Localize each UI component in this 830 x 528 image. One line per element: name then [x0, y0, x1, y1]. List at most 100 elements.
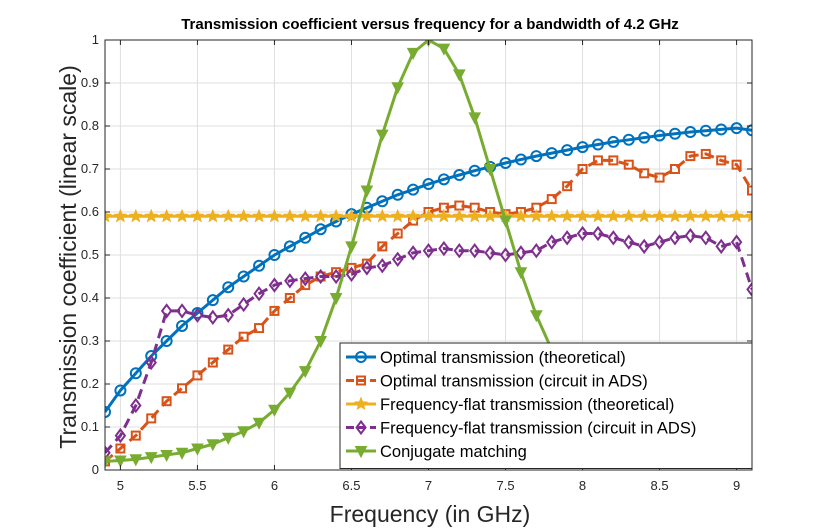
series-5-point — [283, 387, 297, 400]
x-tick-label: 5.5 — [188, 478, 206, 493]
series-2-point — [177, 383, 188, 394]
series-3-point — [652, 208, 667, 223]
y-tick-label: 0.6 — [81, 204, 99, 219]
series-3-point — [590, 208, 606, 223]
series-3-point — [113, 208, 128, 223]
series-1-point — [453, 169, 466, 182]
series-1-point — [129, 367, 142, 380]
series-2-line — [105, 152, 752, 463]
series-4-point — [345, 266, 358, 283]
series-1-point — [253, 259, 266, 272]
series-2-point — [269, 305, 280, 316]
series-3-point — [344, 208, 359, 223]
series-4-point — [592, 225, 604, 242]
series-2-point — [700, 148, 711, 159]
series-1-point — [545, 147, 558, 160]
series-2-point — [731, 159, 742, 170]
y-tick-label: 0.2 — [81, 376, 99, 391]
series-1-point — [222, 281, 235, 294]
series-4-point — [468, 243, 481, 259]
series-5-point — [530, 310, 543, 323]
x-tick-label: 7 — [425, 478, 432, 493]
series-4-line — [105, 232, 752, 454]
series-5-point — [314, 336, 327, 349]
series-5-point — [437, 43, 451, 56]
series-1-point — [422, 178, 435, 191]
series-3-point — [667, 208, 683, 223]
series-1-point — [160, 335, 173, 347]
series-5-point — [114, 455, 127, 468]
series-1-point — [468, 164, 481, 177]
series-2-point — [377, 241, 388, 252]
series-2-point — [608, 155, 619, 166]
series-4-point — [330, 268, 342, 285]
series-1-point — [105, 405, 111, 418]
series-3-point — [451, 208, 467, 223]
series-1-point — [206, 294, 219, 307]
series-3-point — [236, 208, 251, 223]
y-tick-label: 1 — [92, 32, 99, 47]
series-5-point — [175, 447, 189, 460]
series-5-point — [129, 454, 143, 467]
series-4-point — [576, 225, 589, 242]
series-2-point — [192, 370, 203, 381]
series-4-point — [438, 240, 450, 257]
series-2-point — [115, 443, 126, 454]
x-tick-label: 7.5 — [496, 478, 514, 493]
x-tick-label: 9 — [733, 478, 740, 493]
series-5-point — [144, 452, 158, 465]
legend-item-2-marker — [356, 375, 366, 386]
series-4-point — [746, 281, 752, 298]
series-1-line — [105, 126, 752, 413]
series-3-point — [282, 208, 298, 223]
series-3-point — [159, 208, 174, 223]
series-1-point — [268, 249, 281, 261]
series-2-point — [685, 151, 696, 162]
series-1-point — [437, 173, 450, 186]
series-3-point — [405, 208, 421, 223]
series-1-point — [576, 141, 589, 154]
series-2-point — [623, 159, 634, 170]
series-2-point — [146, 413, 157, 424]
series-4-point — [376, 258, 389, 274]
series-2-point — [238, 331, 249, 342]
series-3-point — [374, 208, 390, 223]
series-5-point — [329, 293, 343, 306]
series-3-point — [313, 208, 328, 223]
series-5-point — [345, 241, 358, 254]
series-3-point — [421, 208, 436, 223]
series-3-point — [220, 208, 236, 223]
series-5-point — [360, 185, 374, 198]
series-3-point — [143, 208, 159, 223]
series-3-point — [390, 208, 406, 223]
series-4 — [105, 225, 752, 461]
y-tick-label: 0.5 — [81, 247, 99, 262]
legend-item-5-label: Conjugate matching — [380, 443, 527, 461]
x-tick-label: 6 — [271, 478, 278, 493]
series-3-point — [513, 208, 529, 223]
series-1-point — [314, 223, 327, 236]
series-2-point — [130, 430, 141, 441]
series-3-point — [205, 208, 221, 223]
y-tick-label: 0.4 — [81, 290, 99, 305]
series-5-point — [499, 215, 512, 228]
series-1-point — [699, 124, 712, 137]
legend-item-4-marker — [355, 419, 367, 436]
series-5-point — [483, 164, 497, 177]
series-2-point — [392, 228, 403, 239]
series-1-point — [514, 153, 527, 166]
series-5-point — [221, 432, 235, 445]
legend: Optimal transmission (theoretical) Optima… — [339, 342, 753, 469]
legend-item-1-marker — [355, 351, 367, 363]
series-4-point — [669, 230, 681, 246]
series-4-point — [299, 270, 312, 287]
series-4-point — [730, 234, 743, 250]
series-1-point — [530, 150, 543, 163]
series-5-point — [468, 112, 482, 125]
y-tick-label: 0.7 — [81, 161, 99, 176]
series-3-point — [544, 208, 560, 223]
series-3-point — [190, 208, 205, 223]
y-tick-label: 0 — [92, 462, 99, 477]
series-4-point — [105, 445, 111, 461]
